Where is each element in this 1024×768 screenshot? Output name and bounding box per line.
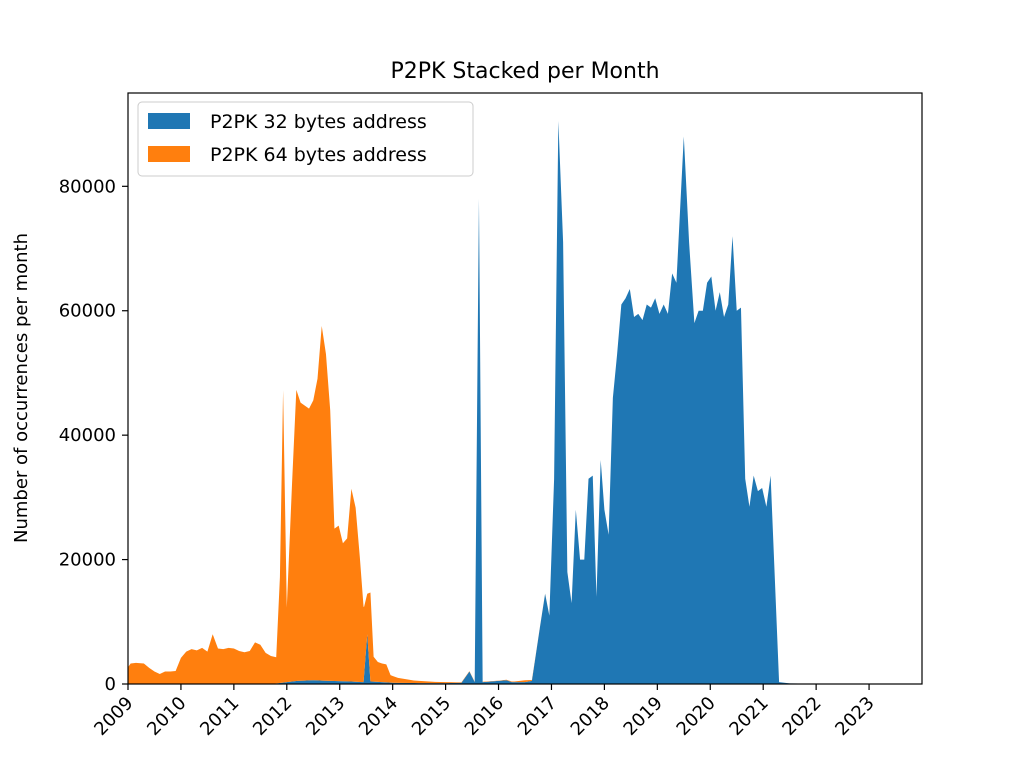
legend-label: P2PK 32 bytes address xyxy=(210,111,427,133)
y-tick-label: 60000 xyxy=(59,301,116,322)
x-tick-label: 2023 xyxy=(831,693,878,740)
area-series-32-bytes xyxy=(128,120,917,685)
x-tick-label: 2016 xyxy=(461,693,508,740)
y-tick-label: 20000 xyxy=(59,550,116,571)
x-tick-label: 2021 xyxy=(725,693,772,740)
x-tick-label: 2013 xyxy=(302,693,349,740)
x-tick-label: 2011 xyxy=(196,693,243,740)
x-tick-label: 2014 xyxy=(355,693,402,740)
x-tick-label: 2020 xyxy=(673,693,720,740)
y-tick-label: 0 xyxy=(105,674,116,695)
legend-box xyxy=(137,101,474,177)
plot-frame xyxy=(127,92,923,685)
x-tick-label: 2022 xyxy=(778,693,825,740)
y-tick-label: 40000 xyxy=(59,425,116,446)
legend-swatch xyxy=(148,146,190,162)
x-tick-label: 2010 xyxy=(143,693,190,740)
axes: 2009 2010 2011 2012 2013 2014 2015 2016 2017 2018… xyxy=(59,92,923,740)
y-axis-label: Number of occurrences per month xyxy=(11,233,32,543)
chart-title: P2PK Stacked per Month xyxy=(390,59,659,84)
area-series-64-bytes xyxy=(128,120,917,685)
x-tick-label: 2019 xyxy=(620,693,667,740)
x-tick-label: 2009 xyxy=(90,693,137,740)
x-tick-label: 2017 xyxy=(514,693,561,740)
legend: P2PK 32 bytes address P2PK 64 bytes addre… xyxy=(137,101,474,177)
y-tick-label: 80000 xyxy=(59,176,116,197)
x-tick-label: 2015 xyxy=(408,693,455,740)
x-tick-label: 2018 xyxy=(567,693,614,740)
legend-label: P2PK 64 bytes address xyxy=(210,144,427,166)
x-tick-label: 2012 xyxy=(249,693,296,740)
legend-swatch xyxy=(148,113,190,129)
plot-areas xyxy=(128,120,917,685)
